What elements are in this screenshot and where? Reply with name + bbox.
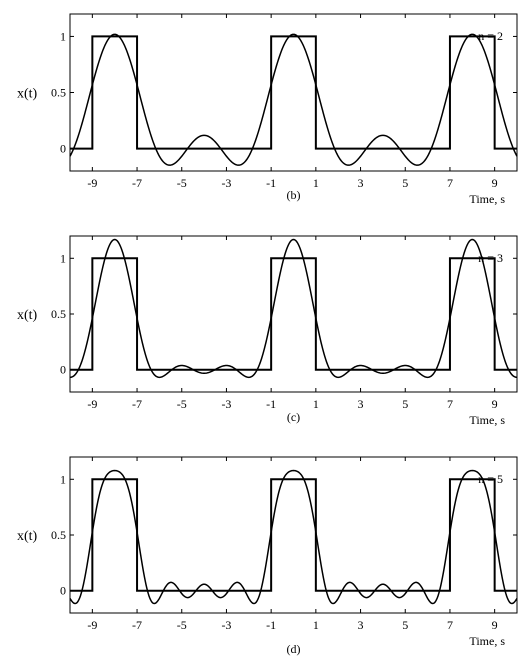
square-wave-line: [70, 35, 517, 150]
x-tick-label: 9: [492, 397, 498, 411]
y-tick-label: 0: [60, 142, 66, 156]
x-tick-label: 9: [492, 176, 498, 190]
x-tick-label: 3: [358, 618, 364, 632]
y-tick-label: 1: [60, 251, 66, 265]
chart-panel-1: -9 -7 -5 -3 -1 1 3 5 7 9 0 0.5 1 x(t) n = 2 Time, s (b): [17, 13, 518, 206]
x-axis-label: Time, s: [469, 413, 505, 427]
x-tick-label: -3: [221, 176, 231, 190]
x-tick-label: 9: [492, 618, 498, 632]
fourier-series-line: [69, 469, 518, 605]
x-tick-label: 3: [358, 397, 364, 411]
x-axis-label: Time, s: [469, 634, 505, 648]
chart-panel-2: -9 -7 -5 -3 -1 1 3 5 7 9 0 0.5 1 x(t) n = 3 Time, s (c): [17, 235, 518, 427]
x-axis-label: Time, s: [469, 192, 505, 206]
x-tick-label: 5: [402, 176, 408, 190]
y-tick-label: 0.5: [51, 307, 66, 321]
x-tick-label: -5: [177, 397, 187, 411]
square-wave-line: [70, 478, 517, 592]
x-tick-label: -9: [87, 618, 97, 632]
panel-caption: (c): [287, 410, 300, 424]
x-tick-label: -9: [87, 397, 97, 411]
x-tick-label: 1: [313, 397, 319, 411]
y-tick-label: 0.5: [51, 86, 66, 100]
x-tick-label: -5: [177, 176, 187, 190]
y-axis-label: x(t): [17, 308, 38, 323]
x-tick-label: 7: [447, 618, 453, 632]
x-tick-label: 5: [402, 618, 408, 632]
panel-caption: (b): [287, 188, 301, 202]
x-tick-label: 1: [313, 176, 319, 190]
x-tick-label: 3: [358, 176, 364, 190]
y-tick-label: 0: [60, 363, 66, 377]
panel-caption: (d): [287, 642, 301, 656]
fourier-series-line: [69, 238, 518, 379]
x-tick-label: -7: [132, 618, 142, 632]
y-axis-label: x(t): [17, 529, 38, 544]
chart-panel-3: -9 -7 -5 -3 -1 1 3 5 7 9 0 0.5 1 x(t) n = 5 Time, s (d): [17, 456, 518, 656]
n-annotation: n = 3: [478, 251, 503, 265]
n-annotation: n = 2: [478, 29, 503, 43]
x-tick-label: -1: [266, 397, 276, 411]
y-tick-label: 0.5: [51, 528, 66, 542]
x-tick-label: 7: [447, 176, 453, 190]
x-tick-label: -9: [87, 176, 97, 190]
x-tick-label: -5: [177, 618, 187, 632]
y-tick-label: 0: [60, 584, 66, 598]
n-annotation: n = 5: [478, 472, 503, 486]
x-tick-label: -7: [132, 176, 142, 190]
x-tick-label: 1: [313, 618, 319, 632]
y-tick-label: 1: [60, 29, 66, 43]
x-tick-label: 5: [402, 397, 408, 411]
x-tick-label: -7: [132, 397, 142, 411]
x-tick-label: -3: [221, 618, 231, 632]
x-tick-label: 7: [447, 397, 453, 411]
square-wave-line: [70, 257, 517, 371]
x-tick-label: -1: [266, 176, 276, 190]
y-axis-label: x(t): [17, 87, 38, 102]
fourier-series-line: [69, 33, 518, 166]
y-tick-label: 1: [60, 472, 66, 486]
x-tick-label: -1: [266, 618, 276, 632]
x-tick-label: -3: [221, 397, 231, 411]
